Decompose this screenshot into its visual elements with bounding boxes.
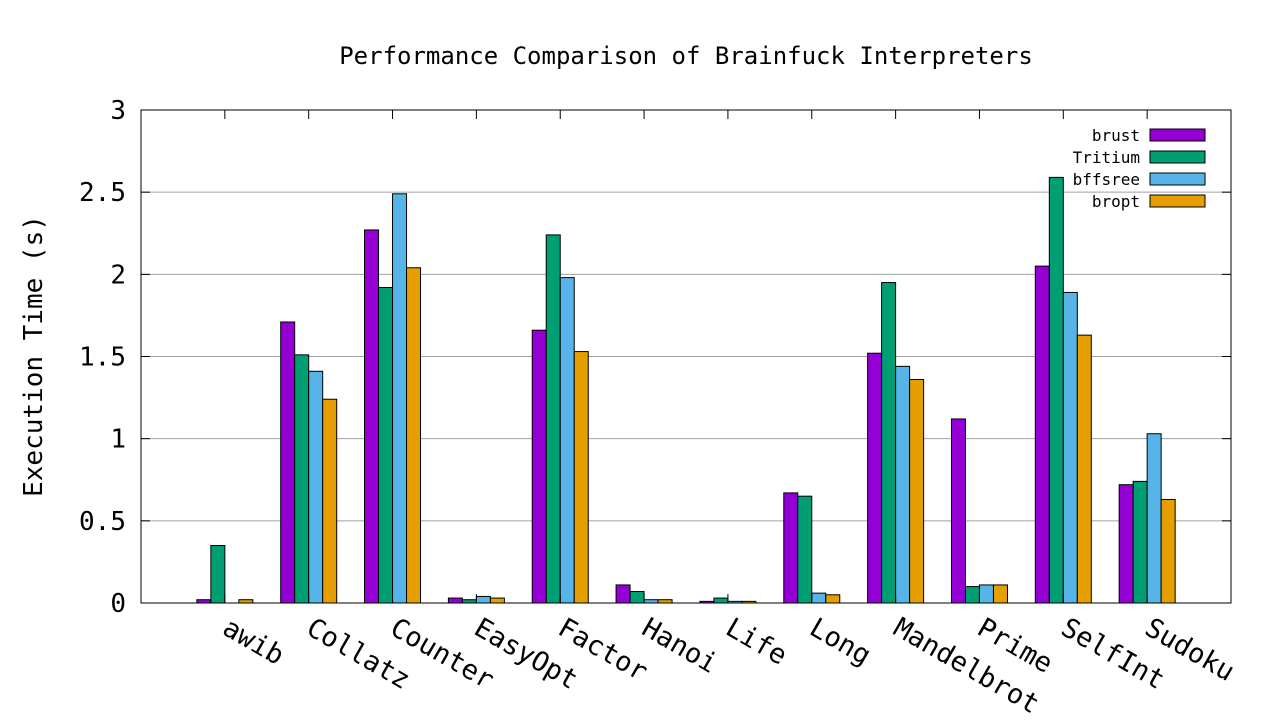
bar-brust-Mandelbrot [867, 352, 883, 604]
bar-brust-Counter [364, 229, 380, 604]
bars [196, 176, 1176, 604]
bar-bropt-Prime [992, 584, 1008, 604]
bar-bropt-Long [825, 594, 841, 604]
y-tick-label: 1 [110, 425, 126, 455]
bar-bropt-Mandelbrot [909, 379, 925, 604]
legend-swatch-bropt [1149, 194, 1206, 208]
y-tick-label: 0 [110, 589, 126, 619]
legend-label: brust [1092, 126, 1140, 145]
bar-brust-Long [783, 492, 799, 604]
y-tick-labels: 0 0.5 1 1.5 2 2.5 3 [79, 96, 126, 619]
bar-Tritium-SelfInt [1048, 176, 1064, 604]
bar-bffsree-EasyOpt [475, 595, 491, 604]
legend-swatch-bffsree [1149, 172, 1206, 186]
x-tick-label: Long [804, 612, 876, 671]
x-tick-label: Life [720, 612, 792, 671]
chart-title: Performance Comparison of Brainfuck Inte… [339, 42, 1033, 70]
bar-bropt-Factor [573, 351, 589, 604]
bar-Tritium-Factor [545, 234, 561, 604]
legend: brust Tritium bffsree bropt [1073, 126, 1206, 211]
bar-bropt-SelfInt [1076, 334, 1092, 604]
bar-Tritium-Mandelbrot [881, 282, 897, 604]
bar-bropt-EasyOpt [489, 597, 505, 604]
y-tick-label: 2 [110, 260, 126, 290]
bar-bffsree-Long [811, 592, 827, 604]
bar-bffsree-SelfInt [1062, 291, 1078, 604]
legend-label: bffsree [1073, 170, 1140, 189]
legend-label: Tritium [1073, 148, 1140, 167]
bar-Tritium-Collatz [294, 354, 310, 604]
bar-brust-EasyOpt [447, 597, 463, 604]
bar-Tritium-Sudoku [1132, 480, 1148, 604]
bar-brust-Sudoku [1118, 484, 1134, 604]
y-tick-label: 1.5 [79, 343, 126, 373]
bar-bffsree-Prime [978, 584, 994, 604]
bar-bropt-Counter [406, 267, 422, 604]
bar-brust-SelfInt [1034, 265, 1050, 604]
bar-brust-Collatz [280, 321, 296, 604]
bar-bffsree-Counter [392, 193, 408, 604]
y-axis-label: Execution Time (s) [19, 215, 49, 497]
bar-brust-Hanoi [615, 584, 631, 604]
bar-Tritium-Long [797, 495, 813, 604]
x-tick-label: Hanoi [637, 612, 723, 679]
bar-Tritium-Counter [378, 286, 394, 604]
legend-label: bropt [1092, 192, 1140, 211]
legend-swatch-brust [1149, 128, 1206, 142]
y-tick-label: 2.5 [79, 178, 126, 208]
y-tick-label: 0.5 [79, 507, 126, 537]
bar-Tritium-Prime [964, 586, 980, 604]
bar-Tritium-Hanoi [629, 590, 645, 604]
y-tick-label: 3 [110, 96, 126, 126]
x-tick-label: awib [217, 612, 289, 671]
bar-bffsree-Collatz [308, 370, 324, 604]
bar-brust-Factor [531, 329, 547, 604]
legend-swatch-Tritium [1149, 150, 1206, 164]
axis-ticks [141, 109, 1231, 604]
bar-Tritium-Life [713, 597, 729, 604]
bar-bffsree-Sudoku [1146, 433, 1162, 604]
x-tick-labels: awib CollatzCounterEasyOptFactorHanoiLife… [217, 612, 1239, 720]
bar-bropt-Sudoku [1160, 498, 1176, 604]
bar-brust-Prime [950, 418, 966, 604]
bar-bffsree-Factor [559, 277, 575, 604]
bar-bffsree-Mandelbrot [895, 365, 911, 604]
bar-Tritium-awib [210, 544, 226, 604]
bar-bropt-Collatz [322, 398, 338, 604]
